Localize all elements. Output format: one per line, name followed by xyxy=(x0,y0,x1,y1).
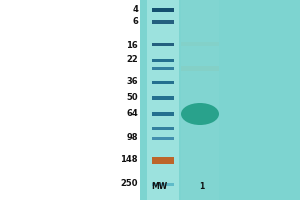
Text: 64: 64 xyxy=(126,109,138,118)
Bar xyxy=(152,96,174,100)
Bar xyxy=(152,66,174,70)
Bar xyxy=(152,80,174,84)
Bar xyxy=(152,58,174,62)
Text: 16: 16 xyxy=(126,42,138,50)
Bar xyxy=(147,0,179,200)
Bar xyxy=(152,136,174,140)
Bar xyxy=(152,112,174,116)
Bar xyxy=(140,0,300,200)
Text: 4: 4 xyxy=(132,5,138,15)
Text: 250: 250 xyxy=(121,180,138,188)
Text: 6: 6 xyxy=(132,18,138,26)
Bar xyxy=(152,8,174,12)
Bar xyxy=(152,156,174,164)
Bar xyxy=(152,43,174,46)
Ellipse shape xyxy=(181,103,219,125)
Text: 22: 22 xyxy=(126,55,138,64)
Text: 98: 98 xyxy=(127,134,138,142)
Bar xyxy=(152,127,174,130)
Text: 36: 36 xyxy=(126,77,138,86)
Bar xyxy=(152,182,174,186)
Text: MW: MW xyxy=(151,182,167,191)
Bar xyxy=(181,42,219,46)
Bar xyxy=(181,0,219,200)
Text: 50: 50 xyxy=(126,94,138,102)
Bar xyxy=(152,20,174,24)
Text: 1: 1 xyxy=(200,182,205,191)
Text: 148: 148 xyxy=(121,156,138,164)
Bar xyxy=(181,66,219,71)
